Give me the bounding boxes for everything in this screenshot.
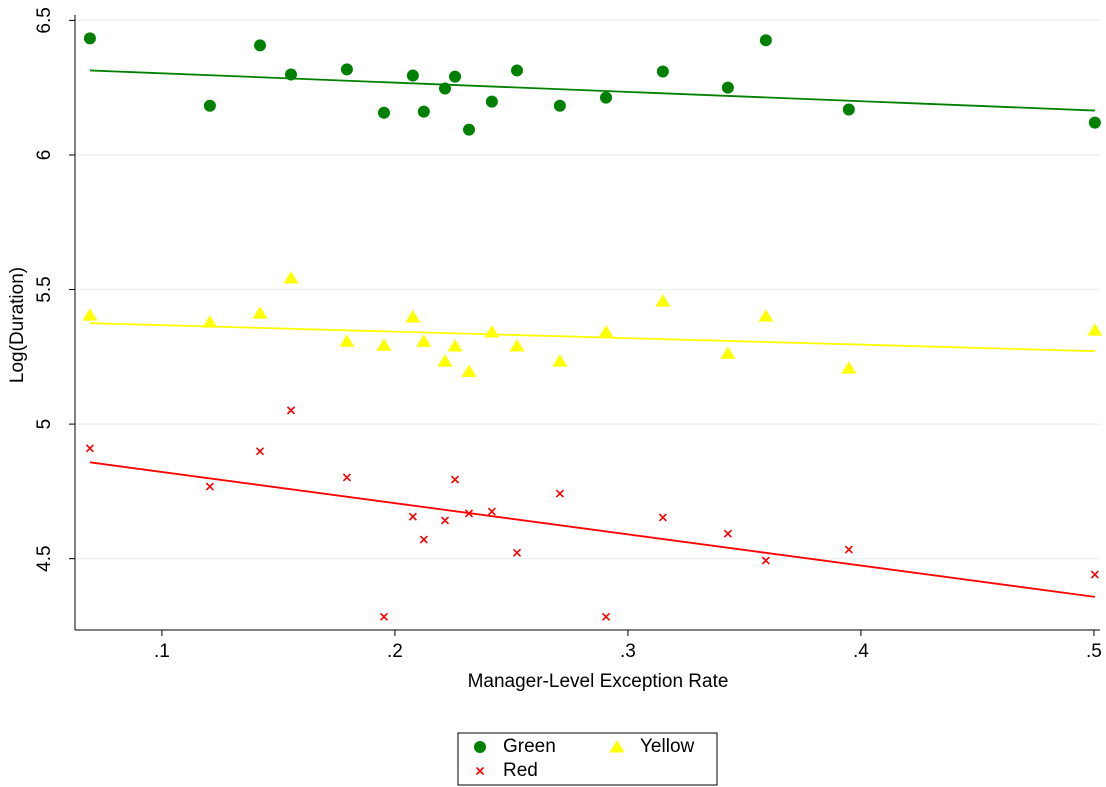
y-tick-label: 6.5 — [34, 7, 55, 33]
y-tick-label: 6 — [34, 150, 55, 161]
point — [1088, 116, 1101, 129]
point — [721, 81, 734, 94]
point — [450, 475, 460, 484]
point — [416, 334, 432, 347]
point — [406, 69, 419, 82]
y-tick-label: 5 — [34, 419, 55, 430]
point — [83, 32, 96, 45]
point — [601, 612, 611, 621]
legend-marker — [475, 766, 485, 776]
x-tick-label: .1 — [154, 641, 170, 662]
point — [255, 447, 265, 456]
point — [252, 306, 268, 319]
point — [405, 309, 421, 323]
legend-label: Green — [503, 736, 556, 757]
point — [844, 545, 853, 554]
x-tick-label: .3 — [620, 641, 636, 662]
point — [85, 444, 94, 453]
point — [205, 482, 214, 491]
point — [761, 556, 770, 565]
point — [552, 354, 568, 367]
point — [417, 105, 430, 118]
point — [408, 512, 417, 521]
point — [1087, 323, 1103, 336]
point — [723, 529, 732, 538]
point — [439, 82, 452, 95]
point — [758, 309, 774, 322]
point — [379, 612, 389, 621]
point — [484, 325, 500, 338]
point — [342, 473, 351, 482]
point — [511, 64, 524, 77]
point — [600, 91, 613, 104]
point — [284, 68, 297, 81]
legend-box — [457, 732, 718, 786]
fit-line — [89, 461, 1095, 598]
point — [254, 39, 267, 52]
point — [283, 270, 299, 284]
legend-label: Yellow — [640, 736, 695, 757]
point — [658, 513, 667, 522]
point — [553, 99, 566, 112]
point — [555, 489, 564, 498]
point — [1090, 570, 1099, 579]
point — [461, 364, 477, 377]
legend-marker — [609, 740, 625, 753]
point — [487, 507, 496, 516]
point — [449, 70, 462, 83]
x-tick-label: .4 — [853, 641, 869, 662]
point — [464, 509, 474, 518]
point — [340, 63, 353, 76]
legend-label: Red — [503, 760, 538, 781]
point — [842, 103, 855, 116]
fit-line — [89, 322, 1095, 353]
y-tick-label: 5.5 — [34, 276, 55, 302]
x-tick-label: .2 — [387, 641, 403, 662]
point — [656, 65, 669, 78]
point — [598, 325, 614, 338]
point — [376, 338, 392, 351]
point — [202, 315, 218, 328]
point — [512, 548, 522, 557]
point — [377, 106, 390, 119]
point — [485, 95, 498, 108]
y-axis-title: Log(Duration) — [7, 267, 28, 383]
point — [419, 535, 428, 544]
point — [841, 361, 857, 374]
x-axis-title: Manager-Level Exception Rate — [468, 671, 729, 692]
legend-marker — [474, 741, 486, 753]
point — [463, 123, 476, 136]
point — [339, 334, 355, 347]
y-tick-label: 4.5 — [34, 545, 55, 571]
x-tick-label: .5 — [1086, 641, 1102, 662]
point — [655, 294, 671, 307]
point — [82, 308, 98, 321]
point — [437, 354, 453, 367]
point — [447, 339, 463, 352]
point — [440, 516, 450, 525]
point — [759, 34, 772, 47]
point — [203, 99, 216, 112]
point — [286, 406, 296, 415]
fit-line — [89, 69, 1095, 112]
point — [720, 346, 736, 359]
point — [509, 339, 525, 352]
